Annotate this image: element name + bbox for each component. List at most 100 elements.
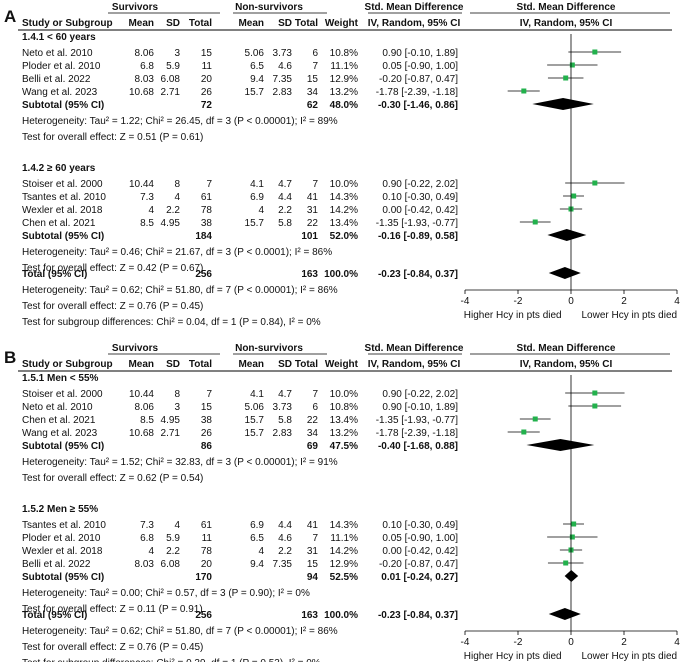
panel-b-subgroup-2-study-4-sd2: 7.35 [273, 559, 293, 570]
panel-b-subgroup-2-subtotal-total2: 94 [307, 572, 319, 583]
panel-b-subgroup-2-study-2-mean1: 6.8 [140, 533, 154, 544]
panel-a-subgroup-1-title: 1.4.1 < 60 years [22, 32, 96, 43]
panel-b-subgroup-1-study-2-weight: 10.8% [330, 402, 358, 413]
panel-a-subgroup-1-study-3-total1: 20 [201, 74, 213, 85]
panel-b-subgroup-1-subtotal-label: Subtotal (95% CI) [22, 441, 104, 452]
panel-a-subgroup-2-study-4-sd2: 5.8 [278, 218, 292, 229]
panel-b-total-ci-text: -0.23 [-0.84, 0.37] [378, 610, 458, 621]
panel-a-subgroup-1-study-4-sd2: 2.83 [273, 87, 293, 98]
panel-a-subgroup-2-subtotal-diamond [547, 229, 587, 241]
panel-b-subgroup-2-study-4-ci-text: -0.20 [-0.87, 0.47] [379, 559, 458, 570]
panel-b-subgroup-1-study-3-ci-text: -1.35 [-1.93, -0.77] [376, 415, 458, 426]
panel-b-header-sd2: SD [278, 359, 292, 370]
panel-b-subgroup-2-study-2-total1: 11 [202, 533, 213, 544]
panel-a-subgroup-1-study-3-mean2: 9.4 [250, 74, 264, 85]
panel-a-subgroup-2-study-3-mean1: 4 [148, 205, 154, 216]
panel-a-subgroup-1-study-3-weight: 12.9% [330, 74, 358, 85]
panel-a-subgroup-1-study-2-point-estimate [569, 62, 575, 68]
panel-b-subgroup-2-study-2-point-estimate [569, 534, 575, 540]
panel-b-subgroup-1-subtotal-ci-text: -0.40 [-1.68, 0.88] [378, 441, 458, 452]
panel-b-subgroup-1-study-2-sd2: 3.73 [273, 402, 293, 413]
panel-a-subgroup-2-study-4-sd1: 4.95 [161, 218, 181, 229]
panel-a-subgroup-2-study-1-total2: 7 [312, 179, 318, 190]
panel-a-subgroup-1-study-1-ci-text: 0.90 [-0.10, 1.89] [382, 48, 458, 59]
panel-b-subgroup-2-study-1-mean1: 7.3 [140, 520, 154, 531]
panel-a-header-total2: Total [295, 18, 318, 29]
panel-b-subgroup-1-study-1-total2: 7 [312, 389, 318, 400]
panel-b-subgroup-2-study-1-sd1: 4 [174, 520, 180, 531]
panel-a-total-heterogeneity: Heterogeneity: Tau² = 0.62; Chi² = 51.80… [22, 285, 338, 296]
panel-a-subgroup-1-study-2-total1: 11 [202, 61, 213, 72]
panel-b-subgroup-2-study-3-ci-text: 0.00 [-0.42, 0.42] [382, 546, 458, 557]
panel-b-subgroup-1-subtotal-total1: 86 [201, 441, 213, 452]
panel-b-subgroup-1-heterogeneity: Heterogeneity: Tau² = 1.52; Chi² = 32.83… [22, 457, 338, 468]
panel-b-subgroup-1-study-2-label: Neto et al. 2010 [22, 402, 93, 413]
panel-b-header-mean2: Mean [238, 359, 264, 370]
panel-a-subgroup-1-study-4-label: Wang et al. 2023 [22, 87, 98, 98]
panel-a-subgroup-1-study-2-mean2: 6.5 [250, 61, 264, 72]
panel-a-header-sd1: SD [166, 18, 180, 29]
panel-a-subgroup-1-study-4-ci-text: -1.78 [-2.39, -1.18] [376, 87, 458, 98]
panel-a-subgroup-2-study-3-mean2: 4 [258, 205, 264, 216]
panel-b-subgroup-1-subtotal-diamond [526, 439, 595, 451]
panel-a-subgroup-1-study-1-sd1: 3 [174, 48, 180, 59]
panel-a-subgroup-2-study-1-mean2: 4.1 [250, 179, 264, 190]
panel-b-x-tick-label-5: 4 [674, 637, 680, 648]
panel-b-subgroup-2-study-4-total2: 15 [307, 559, 319, 570]
panel-b-header-total2: Total [295, 359, 318, 370]
panel-a-subgroup-2-study-2-weight: 14.3% [330, 192, 358, 203]
panel-a-subgroup-1-study-1-total1: 15 [201, 48, 213, 59]
panel-a-subgroup-2-subtotal-ci-text: -0.16 [-0.89, 0.58] [378, 231, 458, 242]
panel-a-subgroup-2-study-2-point-estimate [571, 193, 577, 199]
panel-a-total-total1: 256 [195, 269, 212, 280]
panel-a-subgroup-2-study-4-ci-text: -1.35 [-1.93, -0.77] [376, 218, 458, 229]
panel-a-subgroup-1-study-2-weight: 11.1% [330, 61, 358, 72]
panel-a-subgroup-1-study-1-point-estimate [592, 49, 598, 55]
panel-a-subgroup-1-study-1-total2: 6 [312, 48, 318, 59]
panel-b-subgroup-1-study-4-mean2: 15.7 [245, 428, 265, 439]
panel-a-subgroup-2-study-4-weight: 13.4% [330, 218, 358, 229]
panel-b-subgroup-2-study-1-weight: 14.3% [330, 520, 358, 531]
panel-b-subgroup-2-subtotal-ci-text: 0.01 [-0.24, 0.27] [381, 572, 458, 583]
panel-b-subgroup-1-study-2-mean2: 5.06 [245, 402, 265, 413]
panel-b-total-overall-effect: Test for overall effect: Z = 0.76 (P = 0… [22, 642, 203, 653]
panel-b-subgroup-1-subtotal-total2: 69 [307, 441, 319, 452]
panel-a-subgroup-2-study-3-ci-text: 0.00 [-0.42, 0.42] [382, 205, 458, 216]
panel-b-subgroup-2-study-4-sd1: 6.08 [161, 559, 181, 570]
panel-b-subgroup-2-subtotal-weight: 52.5% [330, 572, 358, 583]
panel-a-subgroup-1-study-2-total2: 7 [312, 61, 318, 72]
panel-b-subgroup-1-study-3-total1: 38 [201, 415, 213, 426]
panel-a-header-sd2: SD [278, 18, 292, 29]
panel-b-header-group1: Survivors [112, 343, 159, 354]
panel-a-header-group2: Non-survivors [235, 2, 303, 13]
panel-a-subgroup-1-study-3-label: Belli et al. 2022 [22, 74, 91, 85]
panel-a-axis-label-right: Lower Hcy in pts died [581, 310, 677, 321]
panel-a-header-method-right: IV, Random, 95% CI [520, 18, 613, 29]
panel-a-subgroup-1-study-3-sd1: 6.08 [161, 74, 181, 85]
panel-b-subgroup-1-study-3-point-estimate [532, 416, 538, 422]
panel-b-subgroup-differences: Test for subgroup differences: Chi² = 0.… [22, 658, 321, 662]
panel-a-subgroup-1-study-4-total2: 34 [307, 87, 319, 98]
panel-a-subgroup-2-overall-effect: Test for overall effect: Z = 0.42 (P = 0… [22, 263, 203, 274]
panel-a-total-weight: 100.0% [324, 269, 358, 280]
panel-b-subgroup-2-study-2-total2: 7 [312, 533, 318, 544]
panel-a-header-effect-title-right: Std. Mean Difference [517, 2, 616, 13]
panel-a-header-effect-title-left: Std. Mean Difference [365, 2, 464, 13]
panel-b-total-total1: 256 [195, 610, 212, 621]
panel-a-subgroup-1-study-4-mean1: 10.68 [129, 87, 154, 98]
panel-a-subgroup-differences: Test for subgroup differences: Chi² = 0.… [22, 317, 321, 328]
panel-a-subgroup-2-study-1-label: Stoiser et al. 2000 [22, 179, 103, 190]
panel-a-subgroup-2-title: 1.4.2 ≥ 60 years [22, 163, 96, 174]
panel-b-total-heterogeneity: Heterogeneity: Tau² = 0.62; Chi² = 51.80… [22, 626, 338, 637]
panel-b-subgroup-1-study-4-point-estimate [521, 429, 527, 435]
panel-a-subgroup-1-study-1-label: Neto et al. 2010 [22, 48, 93, 59]
panel-b-subgroup-2-study-2-sd2: 4.6 [278, 533, 292, 544]
panel-a-subgroup-1-overall-effect: Test for overall effect: Z = 0.51 (P = 0… [22, 132, 203, 143]
panel-a-subgroup-2-study-3-sd2: 2.2 [278, 205, 292, 216]
panel-b-header-effect-title-right: Std. Mean Difference [517, 343, 616, 354]
panel-b-subgroup-1-study-1-mean2: 4.1 [250, 389, 264, 400]
panel-a-subgroup-2-study-1-sd2: 4.7 [278, 179, 292, 190]
panel-b-subgroup-1-study-1-label: Stoiser et al. 2000 [22, 389, 103, 400]
panel-b-subgroup-2-study-1-sd2: 4.4 [278, 520, 292, 531]
panel-a-subgroup-2-study-2-sd1: 4 [174, 192, 180, 203]
